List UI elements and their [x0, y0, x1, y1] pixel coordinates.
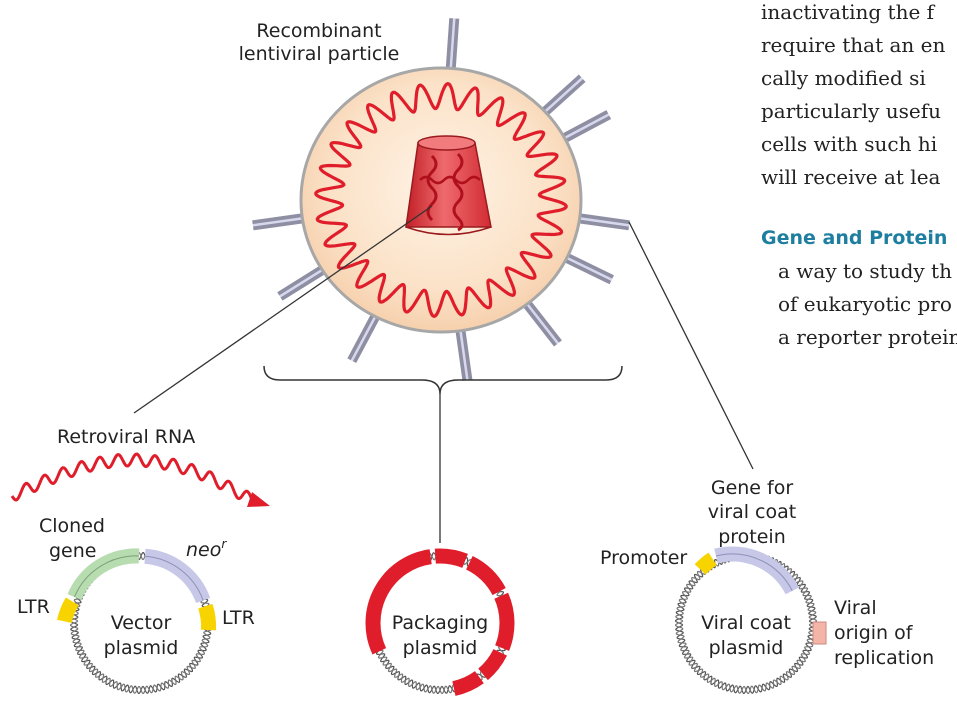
- plasmid-brace: [263, 365, 623, 395]
- origin-label-line3: replication: [834, 647, 934, 669]
- glycoprotein-spike-core: [459, 330, 469, 381]
- glycoprotein-spike: [455, 330, 467, 381]
- glycoprotein-spike: [527, 300, 562, 343]
- packaging-plasmid-label-line2: plasmid: [403, 637, 478, 659]
- neo-label-base: neo: [186, 539, 221, 561]
- packaging-gene-segment: [465, 556, 506, 596]
- vector-plasmid-label-line2: plasmid: [104, 637, 179, 659]
- packaging-gene-segment: [478, 648, 507, 681]
- particle-label-line2: lentiviral particle: [239, 43, 400, 65]
- book-line-7: a way to study th: [778, 259, 952, 283]
- book-line-3: cally modified si: [761, 66, 926, 90]
- ltr-left-label: LTR: [17, 596, 50, 618]
- book-line-1: inactivating the f: [761, 0, 936, 24]
- capsid-core: [405, 135, 492, 236]
- packaging-gene-segment: [365, 549, 432, 655]
- book-text: inactivating the f require that an en ca…: [761, 0, 957, 349]
- rna-leader-line: [133, 205, 433, 414]
- neo-label: neor: [186, 537, 227, 561]
- particle-label-line1: Recombinant: [256, 20, 381, 42]
- packaging-segments: [365, 548, 515, 696]
- glycoprotein-spike: [347, 314, 375, 361]
- vector-plasmid: [57, 548, 217, 694]
- gene-coat-label-line1: Gene for: [711, 477, 793, 499]
- retroviral-rna-label: Retroviral RNA: [57, 426, 195, 448]
- vector-plasmid-label-line1: Vector: [111, 612, 172, 634]
- rna-strand: [314, 82, 568, 318]
- glycoprotein-spike-core: [252, 217, 303, 227]
- book-line-2: require that an en: [761, 33, 945, 57]
- coat-leader-line: [628, 221, 754, 470]
- glycoprotein-spike: [352, 317, 380, 364]
- glycoprotein-spike: [562, 110, 609, 138]
- glycoprotein-spike-core: [544, 77, 584, 113]
- book-line-6: will receive at lea: [761, 165, 941, 189]
- glycoprotein-spike: [578, 219, 630, 231]
- rna-ring: [314, 82, 568, 318]
- ltr-right-segment: [198, 603, 217, 631]
- ltr-right-label: LTR: [222, 607, 255, 629]
- book-line-4: particularly usefu: [761, 99, 941, 123]
- glycoprotein-spike: [252, 213, 303, 225]
- glycoprotein-spike-core: [350, 315, 377, 362]
- neo-label-superscript: r: [221, 537, 227, 551]
- cloned-gene-label-line1: Cloned: [39, 515, 105, 537]
- book-line-8: of eukaryotic pro: [778, 292, 952, 316]
- glycoprotein-spike: [567, 253, 614, 279]
- retroviral-rna-wave: [10, 452, 270, 507]
- promoter-label: Promoter: [600, 547, 687, 569]
- coat-gene-segment: [714, 546, 799, 595]
- glycoprotein-spike-core: [449, 18, 456, 69]
- neo-segment: [144, 548, 211, 604]
- glycoprotein-spike: [461, 330, 473, 381]
- glycoprotein-spike: [252, 219, 304, 231]
- lentiviral-particle: [252, 18, 630, 381]
- glycoprotein-spike-core: [564, 113, 610, 140]
- glycoprotein-spike: [541, 74, 582, 111]
- packaging-plasmid: [365, 548, 515, 696]
- book-line-5: cells with such hi: [761, 132, 937, 156]
- cloned-gene-segment: [67, 548, 140, 601]
- glycoprotein-spike: [451, 18, 460, 69]
- packaging-gene-segment: [434, 548, 468, 568]
- viral-coat-plasmid-label-line1: Viral coat: [701, 612, 791, 634]
- viral-origin-segment: [812, 621, 827, 645]
- viral-coat-plasmid: [675, 546, 827, 694]
- rna-arrowhead: [247, 492, 270, 507]
- glycoprotein-spike-core: [579, 217, 630, 227]
- book-heading: Gene and Protein: [761, 227, 947, 249]
- glycoprotein-spike: [445, 18, 454, 69]
- gene-coat-label-line3: protein: [718, 526, 786, 548]
- glycoprotein-spike: [277, 265, 322, 296]
- packaging-gene-segment: [494, 592, 515, 651]
- origin-label-line1: Viral: [834, 597, 877, 619]
- glycoprotein-spike-core: [566, 256, 613, 281]
- glycoprotein-spike: [523, 304, 558, 347]
- glycoprotein-spike: [564, 258, 612, 285]
- glycoprotein-spike: [565, 115, 612, 143]
- gene-coat-label-line2: viral coat: [708, 501, 796, 523]
- viral-coat-plasmid-label-line2: plasmid: [709, 637, 784, 659]
- glycoprotein-spike-core: [526, 303, 559, 345]
- ltr-left-segment: [57, 597, 79, 624]
- cloned-gene-label-line2: gene: [49, 540, 96, 562]
- glycoprotein-spike: [545, 78, 586, 116]
- packaging-gene-segment: [452, 670, 484, 696]
- origin-label-line2: origin of: [834, 622, 914, 644]
- glycoprotein-spike-core: [279, 268, 323, 298]
- glycoprotein-spike: [280, 270, 325, 301]
- packaging-plasmid-label-line1: Packaging: [392, 612, 488, 634]
- book-line-9: a reporter protein: [778, 325, 957, 349]
- envelope-spikes: [252, 18, 630, 381]
- glycoprotein-spike: [579, 213, 630, 225]
- promoter-segment: [694, 552, 717, 575]
